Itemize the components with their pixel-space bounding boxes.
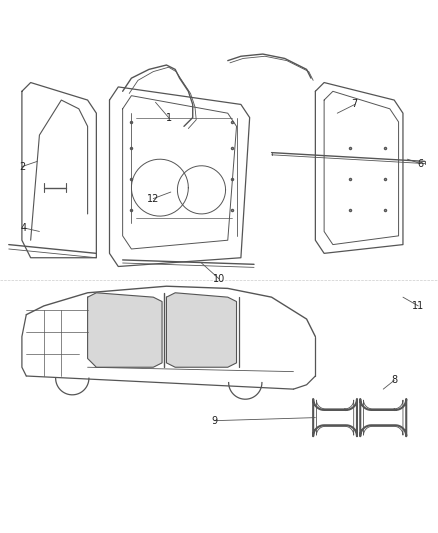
- Polygon shape: [88, 293, 162, 367]
- Text: 2: 2: [19, 161, 25, 172]
- Text: 7: 7: [352, 100, 358, 109]
- Text: 10: 10: [213, 274, 225, 284]
- Text: 6: 6: [417, 159, 424, 168]
- Text: 8: 8: [391, 375, 397, 385]
- Text: 1: 1: [166, 112, 172, 123]
- Text: 9: 9: [212, 416, 218, 426]
- Text: 11: 11: [412, 301, 424, 311]
- Text: 4: 4: [21, 223, 27, 233]
- Polygon shape: [166, 293, 237, 367]
- Text: 12: 12: [147, 193, 159, 204]
